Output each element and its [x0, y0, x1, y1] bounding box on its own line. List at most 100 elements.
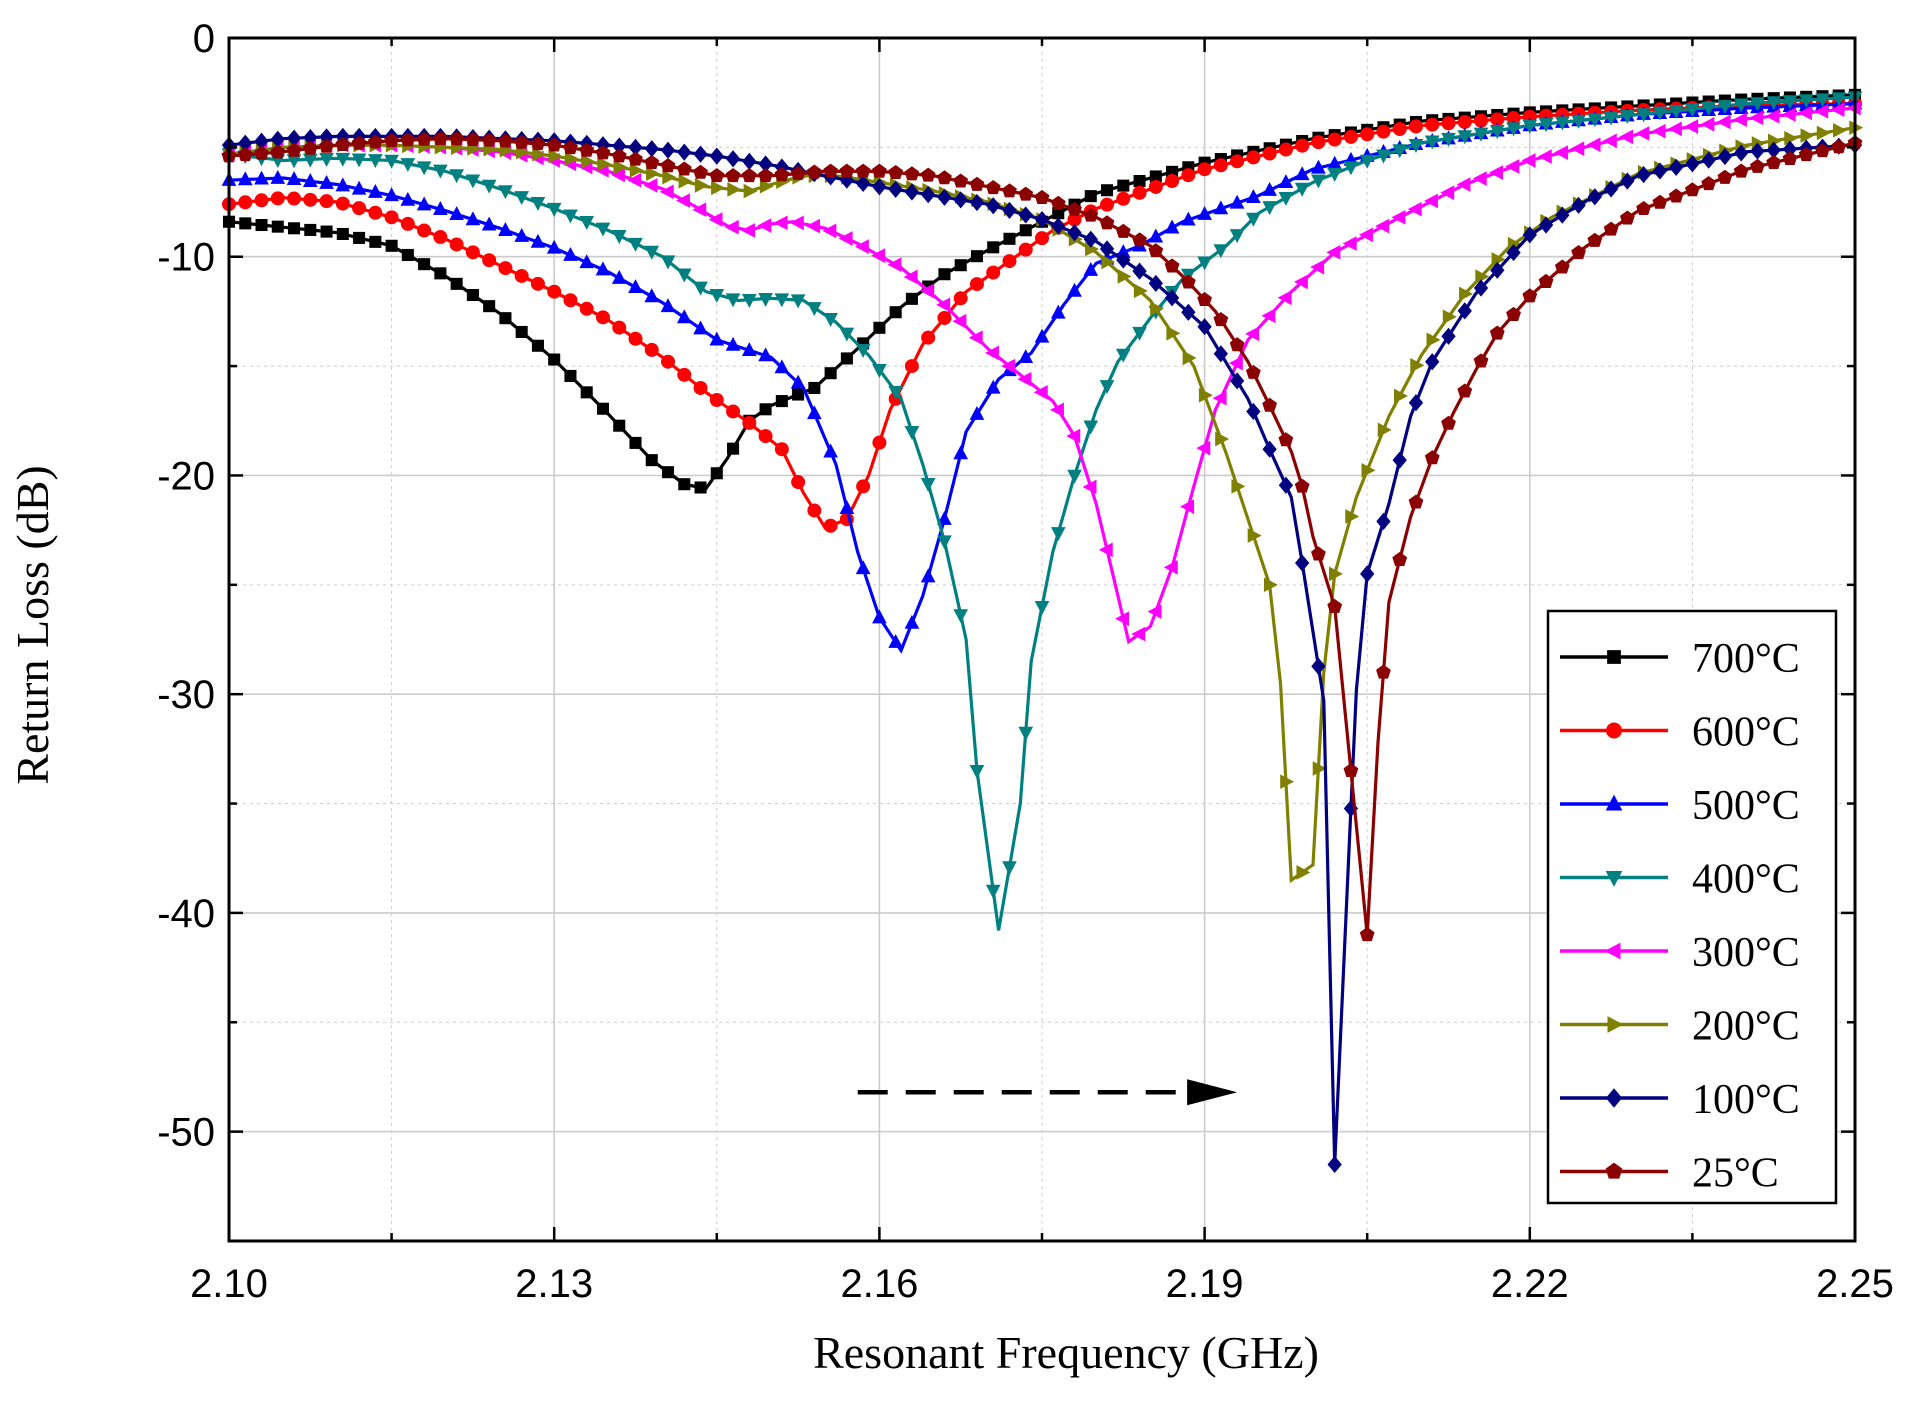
data-point — [1750, 158, 1765, 173]
data-point — [646, 166, 660, 181]
data-point — [1132, 262, 1147, 280]
data-point — [563, 209, 578, 224]
data-point — [302, 140, 318, 155]
data-point — [904, 614, 920, 629]
data-point — [758, 168, 773, 183]
data-point — [1571, 245, 1586, 260]
data-point — [351, 153, 367, 168]
legend-label: 25°C — [1692, 1151, 1779, 1197]
data-point — [465, 245, 480, 260]
data-point — [432, 131, 448, 146]
data-point — [644, 245, 660, 260]
data-point — [1685, 103, 1700, 118]
data-point — [1066, 428, 1081, 444]
data-point — [270, 191, 285, 206]
data-point — [1018, 206, 1033, 224]
data-point — [824, 367, 837, 380]
data-point — [888, 180, 903, 198]
data-point — [1472, 171, 1487, 186]
data-point — [1781, 107, 1796, 122]
data-point — [953, 173, 969, 188]
data-point — [335, 177, 351, 192]
data-point — [581, 154, 595, 169]
data-point — [1554, 116, 1570, 131]
data-point — [822, 223, 837, 239]
data-point — [758, 347, 773, 362]
data-point — [531, 339, 544, 352]
data-point — [416, 161, 432, 176]
data-point — [792, 388, 805, 401]
data-point — [418, 258, 431, 271]
data-point — [1815, 93, 1830, 108]
y-tick-label: -10 — [157, 236, 215, 280]
data-point — [1506, 122, 1521, 137]
data-point — [1246, 402, 1261, 421]
data-point — [725, 168, 741, 183]
legend-item: 600°C — [1560, 710, 1800, 756]
data-point — [889, 306, 902, 319]
data-point — [921, 330, 936, 345]
data-point — [1132, 185, 1147, 200]
data-point — [742, 415, 757, 430]
data-point — [1361, 463, 1376, 478]
data-point — [1262, 182, 1277, 196]
data-point — [1491, 252, 1506, 267]
data-point — [1685, 155, 1700, 173]
data-point — [774, 293, 790, 308]
data-point — [1635, 126, 1650, 141]
data-point — [1001, 358, 1016, 374]
data-point — [1067, 224, 1082, 242]
data-point — [872, 364, 887, 378]
data-point — [1359, 927, 1375, 942]
data-point — [1050, 527, 1066, 542]
data-point — [1424, 193, 1438, 209]
data-point — [937, 535, 952, 550]
data-point — [1213, 312, 1229, 327]
data-point — [727, 182, 742, 197]
data-point — [1018, 242, 1033, 257]
data-point — [725, 336, 741, 351]
series-300°C — [220, 100, 1861, 645]
data-point — [530, 136, 546, 151]
data-point — [888, 634, 903, 648]
data-point — [1018, 186, 1034, 201]
data-point — [693, 320, 708, 335]
data-point — [1475, 269, 1490, 285]
data-point — [645, 454, 658, 467]
data-point — [1327, 132, 1342, 147]
data-point — [498, 185, 513, 200]
data-point — [823, 518, 838, 533]
data-point — [1522, 226, 1537, 244]
data-point — [270, 169, 286, 184]
y-axis-title: Return Loss (dB) — [7, 465, 58, 784]
data-point — [1294, 166, 1310, 181]
data-point — [1652, 162, 1668, 180]
axis-ticks: 2.10 2.13 2.16 2.19 2.22 2.25 0 -10 -20 -30 -40 -50 — [157, 17, 1894, 1306]
data-point — [433, 230, 448, 245]
data-point — [887, 257, 902, 272]
data-point — [823, 163, 839, 178]
data-point — [514, 134, 530, 149]
data-point — [434, 267, 447, 280]
data-point — [1473, 353, 1489, 368]
data-point — [1457, 130, 1473, 145]
data-point — [417, 223, 432, 238]
data-point — [1377, 422, 1392, 438]
data-point — [1667, 121, 1682, 137]
data-point — [1797, 105, 1812, 121]
data-point — [1050, 195, 1066, 210]
data-point — [1098, 542, 1113, 558]
data-point — [400, 191, 416, 206]
data-point — [1148, 243, 1164, 258]
data-point — [726, 404, 741, 419]
data-point — [1018, 726, 1034, 741]
data-point — [1375, 218, 1390, 234]
data-point — [1326, 245, 1341, 260]
data-point — [1327, 167, 1343, 182]
data-point — [1571, 114, 1586, 129]
data-point — [1668, 188, 1684, 203]
legend-marker — [1605, 1162, 1623, 1179]
data-point — [693, 380, 708, 395]
data-point — [1602, 133, 1617, 149]
data-point — [465, 174, 481, 189]
